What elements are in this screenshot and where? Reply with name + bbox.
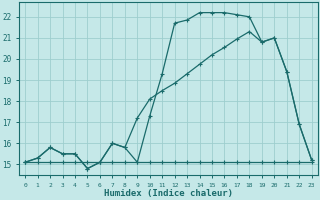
X-axis label: Humidex (Indice chaleur): Humidex (Indice chaleur) <box>104 189 233 198</box>
